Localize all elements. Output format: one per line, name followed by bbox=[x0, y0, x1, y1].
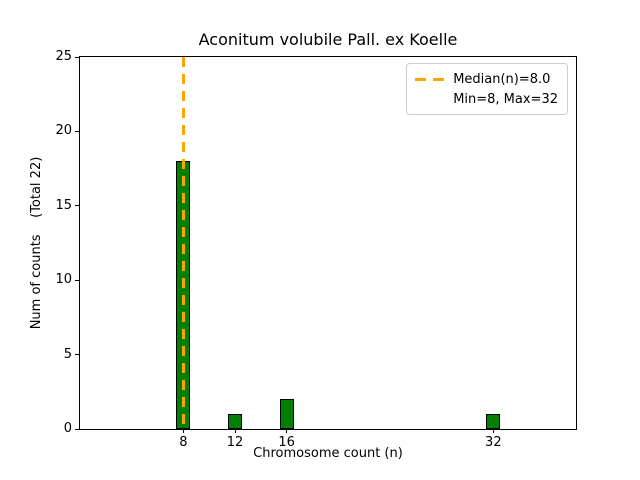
x-axis-label: Chromosome count (n) bbox=[253, 446, 403, 461]
y-tick-label: 0 bbox=[63, 421, 72, 436]
x-tick bbox=[286, 429, 288, 433]
median-dashed-line-legend-marker bbox=[415, 77, 446, 81]
bar-n12 bbox=[227, 414, 243, 429]
y-tick bbox=[75, 428, 79, 430]
legend-row-median: Median(n)=8.0 bbox=[415, 69, 558, 89]
x-tick bbox=[234, 429, 236, 433]
y-tick-label: 15 bbox=[55, 197, 72, 213]
legend-label-minmax: Min=8, Max=32 bbox=[453, 91, 558, 107]
y-tick-label: 25 bbox=[55, 49, 72, 64]
x-tick-label: 8 bbox=[179, 435, 188, 450]
bar-n16 bbox=[279, 399, 294, 429]
x-tick-label: 32 bbox=[485, 435, 502, 450]
x-tick-label: 12 bbox=[226, 435, 244, 450]
bar-n32 bbox=[486, 414, 501, 429]
chart-title: Aconitum volubile Pall. ex Koelle bbox=[198, 30, 458, 49]
y-tick bbox=[75, 279, 79, 281]
plot-area: Median(n)=8.0 Min=8, Max=32 8 12 16 32 0 5 10 1… bbox=[55, 49, 577, 450]
y-axis-label: Num of counts (Total 22) bbox=[29, 156, 44, 330]
legend-label-median: Median(n)=8.0 bbox=[453, 71, 551, 87]
x-tick bbox=[492, 429, 494, 433]
median-line bbox=[181, 57, 185, 429]
x-tick bbox=[182, 429, 184, 433]
y-tick-label: 20 bbox=[55, 123, 72, 139]
y-tick bbox=[75, 205, 79, 207]
x-tick-label: 16 bbox=[278, 435, 295, 450]
y-tick-label: 5 bbox=[63, 346, 72, 362]
y-tick-label: 10 bbox=[55, 272, 72, 288]
y-tick bbox=[75, 130, 79, 132]
legend-row-minmax: Min=8, Max=32 bbox=[415, 89, 558, 109]
y-tick bbox=[75, 56, 79, 58]
legend: Median(n)=8.0 Min=8, Max=32 bbox=[406, 63, 568, 115]
y-tick bbox=[75, 354, 79, 356]
empty-legend-marker bbox=[415, 98, 445, 101]
